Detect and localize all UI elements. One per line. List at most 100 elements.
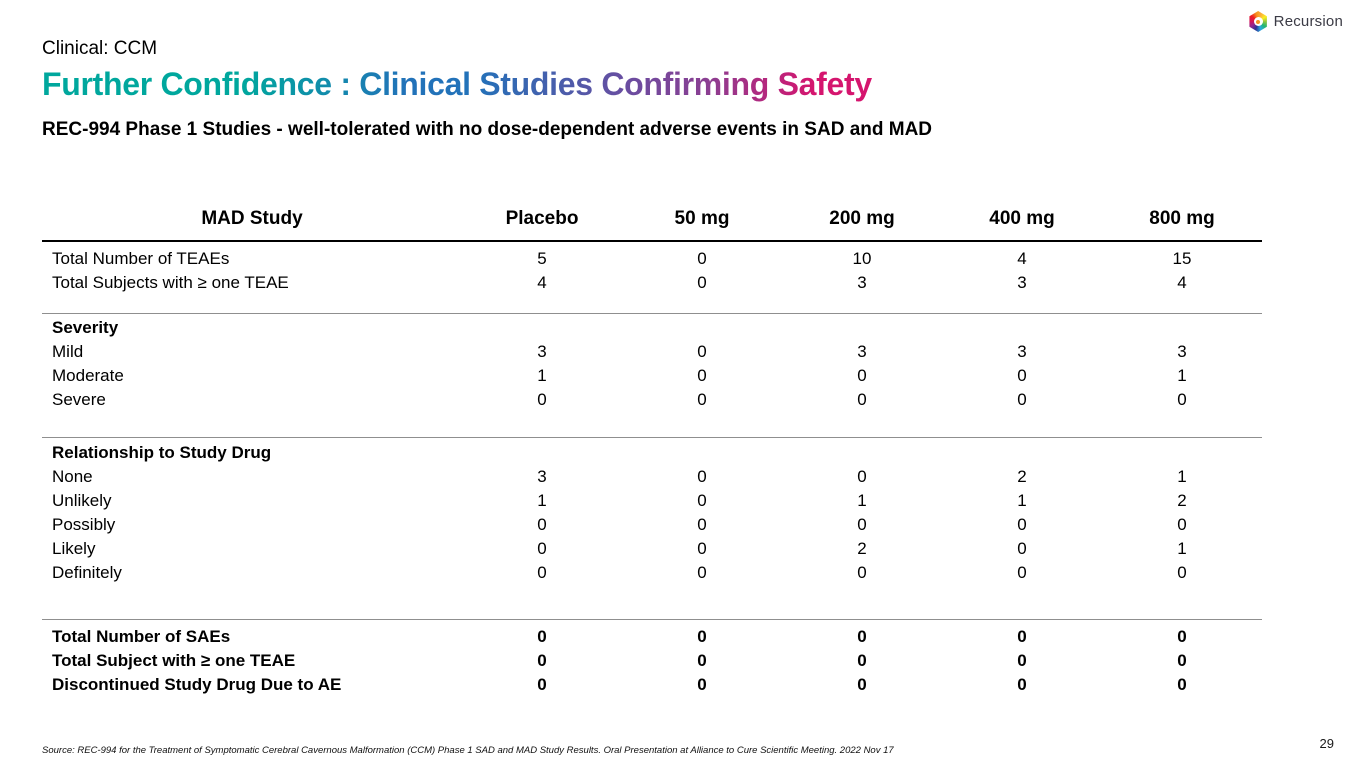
table-row: Possibly 0 0 0 0 0 — [42, 513, 1262, 537]
cell-value: 0 — [537, 675, 547, 694]
cell-value: 0 — [1017, 675, 1027, 694]
cell-value — [1102, 441, 1262, 465]
table-row: Discontinued Study Drug Due to AE 0 0 0 0 0 — [42, 673, 1262, 697]
cell-value: 0 — [857, 651, 867, 670]
row-label: Likely — [52, 539, 96, 558]
table-row: Definitely 0 0 0 0 0 — [42, 561, 1262, 585]
cell-value: 0 — [1017, 539, 1027, 558]
slide-eyebrow: Clinical: CCM — [42, 38, 158, 59]
slide-title: Further Confidence : Clinical Studies Co… — [42, 66, 872, 102]
recursion-hexagon-icon — [1249, 11, 1267, 32]
brand-name: Recursion — [1273, 13, 1343, 30]
cell-value: 0 — [1177, 651, 1187, 670]
row-label: Possibly — [52, 515, 116, 534]
table-row: Severe 0 0 0 0 0 — [42, 388, 1262, 412]
cell-value: 0 — [537, 627, 547, 646]
cell-value: 0 — [1017, 515, 1027, 534]
cell-value: 2 — [1177, 491, 1187, 510]
table-row: Moderate 1 0 0 0 1 — [42, 364, 1262, 388]
row-label: Total Subjects with ≥ one TEAE — [52, 273, 289, 292]
cell-value: 0 — [1177, 563, 1187, 582]
cell-value: 0 — [857, 515, 867, 534]
table-row: Likely 0 0 2 0 1 — [42, 537, 1262, 561]
cell-value: 0 — [1177, 390, 1187, 409]
table-row: Total Number of TEAEs 5 0 10 4 15 — [42, 247, 1262, 271]
cell-value: 1 — [1177, 366, 1187, 385]
cell-value: 0 — [697, 390, 707, 409]
cell-value — [462, 441, 622, 465]
table-body: Total Number of TEAEs 5 0 10 4 15 Total Subjec… — [42, 242, 1262, 697]
column-header: 50 mg — [674, 208, 730, 229]
row-label: Unlikely — [52, 491, 112, 510]
cell-value: 1 — [857, 491, 867, 510]
cell-value: 1 — [537, 366, 547, 385]
table-row: Mild 3 0 3 3 3 — [42, 340, 1262, 364]
cell-value — [942, 316, 1102, 340]
cell-value: 0 — [537, 563, 547, 582]
table-row: Unlikely 1 0 1 1 2 — [42, 489, 1262, 513]
cell-value: 0 — [697, 515, 707, 534]
column-header: MAD Study — [201, 208, 303, 229]
cell-value: 0 — [857, 366, 867, 385]
row-label: Total Subject with ≥ one TEAE — [52, 651, 296, 670]
table-row: Total Number of SAEs 0 0 0 0 0 — [42, 625, 1262, 649]
row-label: Severity — [52, 318, 119, 337]
row-label: Severe — [52, 390, 106, 409]
cell-value — [942, 441, 1102, 465]
page-number: 29 — [1319, 736, 1334, 751]
cell-value: 4 — [537, 273, 547, 292]
cell-value: 0 — [697, 563, 707, 582]
column-header: 800 mg — [1149, 208, 1215, 229]
cell-value: 0 — [697, 627, 707, 646]
table-row: Severity — [42, 316, 1262, 340]
cell-value: 0 — [1177, 675, 1187, 694]
cell-value: 0 — [1017, 563, 1027, 582]
cell-value — [1102, 316, 1262, 340]
cell-value: 0 — [537, 651, 547, 670]
cell-value: 0 — [1017, 651, 1027, 670]
cell-value: 0 — [537, 515, 547, 534]
row-label: Total Number of SAEs — [52, 627, 231, 646]
cell-value: 5 — [537, 249, 547, 268]
row-label: Discontinued Study Drug Due to AE — [52, 675, 342, 694]
table-row: None 3 0 0 2 1 — [42, 465, 1262, 489]
cell-value — [782, 441, 942, 465]
cell-value: 15 — [1172, 249, 1192, 268]
table-row: Relationship to Study Drug — [42, 441, 1262, 465]
cell-value: 0 — [857, 563, 867, 582]
cell-value: 10 — [852, 249, 872, 268]
cell-value: 3 — [537, 342, 547, 361]
cell-value: 3 — [1177, 342, 1187, 361]
cell-value: 3 — [1017, 273, 1027, 292]
cell-value: 0 — [857, 675, 867, 694]
cell-value: 0 — [697, 675, 707, 694]
cell-value: 3 — [857, 273, 867, 292]
column-header: 200 mg — [829, 208, 895, 229]
cell-value: 3 — [857, 342, 867, 361]
cell-value: 2 — [857, 539, 867, 558]
cell-value: 0 — [1177, 627, 1187, 646]
section-divider — [42, 619, 1262, 620]
row-label: Moderate — [52, 366, 124, 385]
cell-value: 3 — [1017, 342, 1027, 361]
cell-value: 0 — [697, 491, 707, 510]
cell-value — [622, 441, 782, 465]
row-label: None — [52, 467, 93, 486]
column-header: 400 mg — [989, 208, 1055, 229]
cell-value: 0 — [857, 467, 867, 486]
cell-value: 3 — [537, 467, 547, 486]
table-row: Total Subjects with ≥ one TEAE 4 0 3 3 4 — [42, 271, 1262, 295]
cell-value: 0 — [1177, 515, 1187, 534]
cell-value — [622, 316, 782, 340]
cell-value: 0 — [537, 539, 547, 558]
cell-value: 1 — [1017, 491, 1027, 510]
logo-center-dot — [1256, 19, 1261, 24]
cell-value: 0 — [697, 467, 707, 486]
cell-value: 1 — [537, 491, 547, 510]
cell-value: 2 — [1017, 467, 1027, 486]
section-divider — [42, 437, 1262, 438]
slide-subtitle: REC-994 Phase 1 Studies - well-tolerated… — [42, 119, 933, 140]
cell-value: 0 — [1017, 390, 1027, 409]
table-header-row: MAD Study Placebo 50 mg 200 mg 400 mg 80… — [42, 198, 1262, 242]
